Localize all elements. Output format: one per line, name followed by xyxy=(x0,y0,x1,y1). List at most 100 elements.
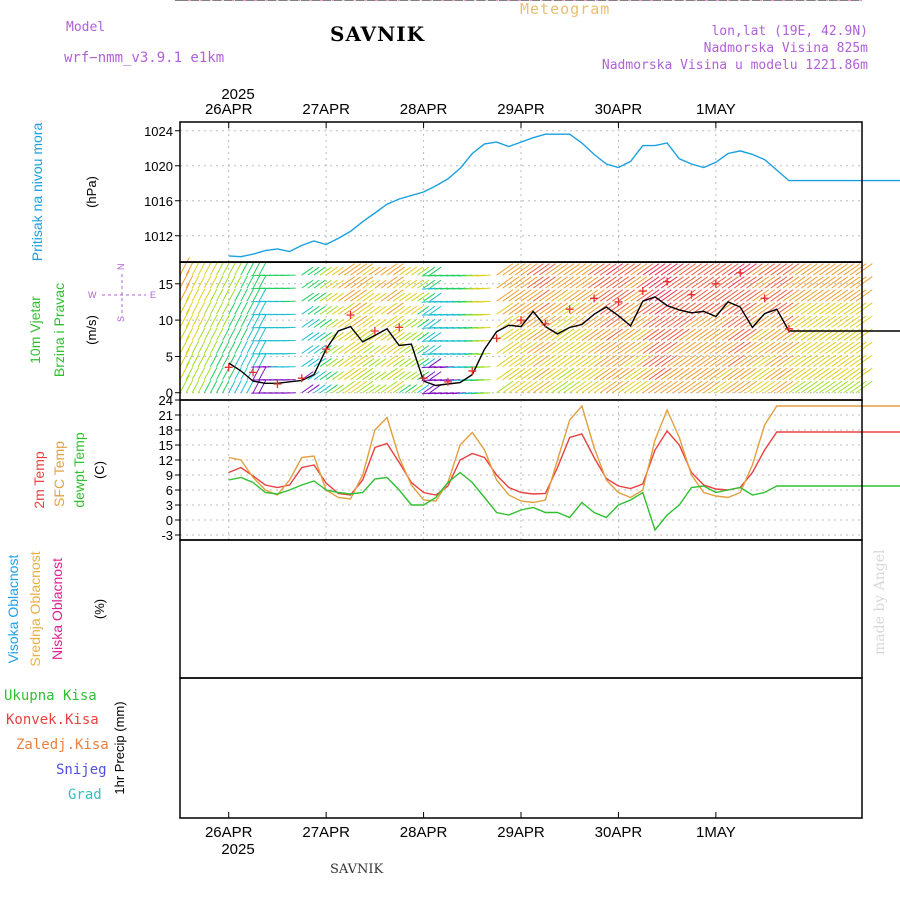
wind-vector xyxy=(514,328,532,341)
top-day-label: 1MAY xyxy=(696,101,736,118)
wind-vector xyxy=(368,305,381,315)
wind-vector xyxy=(788,315,806,328)
wind-vector xyxy=(587,367,605,381)
wind-vector xyxy=(197,353,206,367)
wind-vector xyxy=(679,367,696,381)
wind-vector xyxy=(831,289,849,302)
wind-vector xyxy=(764,367,782,381)
wind-vector xyxy=(758,328,776,341)
wind-vector xyxy=(624,263,642,276)
wind-vector xyxy=(502,276,520,289)
wind-vector xyxy=(319,305,332,315)
wind-vector xyxy=(405,305,418,315)
wind-vector xyxy=(843,380,861,394)
wind-vector xyxy=(794,341,812,354)
wind-vector xyxy=(642,315,660,328)
wind-vector xyxy=(331,332,344,341)
wind-vector xyxy=(782,302,800,315)
wind-vector xyxy=(739,380,757,394)
wind-vector xyxy=(697,263,715,276)
wind-vector xyxy=(569,289,587,302)
wind-vector xyxy=(806,302,824,315)
wind-vector xyxy=(727,341,745,354)
wind-vector xyxy=(240,340,248,354)
wind-vector xyxy=(806,276,824,289)
wind-vector xyxy=(612,367,630,381)
wind-vector xyxy=(666,328,684,341)
wind-vector xyxy=(216,314,224,328)
wind-vector xyxy=(843,263,861,276)
wind-vector xyxy=(636,302,654,315)
wind-vector xyxy=(411,305,424,315)
wind-vector xyxy=(764,354,782,367)
wind-vector xyxy=(246,314,254,328)
wind-vector xyxy=(374,332,387,341)
temperature-ytick-label: 3 xyxy=(166,498,173,513)
wind-vector xyxy=(392,345,405,354)
wind-vector xyxy=(752,263,770,276)
wind-vector xyxy=(551,367,569,381)
wind-vector xyxy=(398,279,411,289)
wind-vector xyxy=(398,371,411,381)
wind-vector xyxy=(368,292,381,302)
wind-vector xyxy=(782,354,800,367)
wind-vector xyxy=(612,380,630,394)
wind-vector xyxy=(514,380,532,394)
wind-vector xyxy=(709,289,727,302)
wind-vector xyxy=(752,341,770,354)
wind-vector xyxy=(417,358,430,367)
wind-vector xyxy=(380,302,398,315)
wind-vector xyxy=(569,380,587,394)
wind-vector xyxy=(733,341,751,354)
wind-vector xyxy=(819,367,837,381)
wind-vector xyxy=(831,341,849,354)
wind-vector xyxy=(660,276,678,289)
wind-vector xyxy=(392,371,405,381)
wind-vector xyxy=(563,380,581,394)
wind-vector xyxy=(605,276,623,289)
wind-vector xyxy=(557,263,575,276)
wind-vector xyxy=(197,327,206,341)
wind-vector xyxy=(423,305,436,315)
wind-vector xyxy=(758,354,776,367)
wind-vector xyxy=(386,341,404,354)
wind-vector xyxy=(691,315,709,328)
wind-vector xyxy=(703,367,721,381)
wind-vector xyxy=(806,354,824,367)
temperature-ytick-label: 12 xyxy=(159,453,173,468)
wind-vector xyxy=(575,289,593,302)
wind-vector xyxy=(228,262,236,276)
wind-vector xyxy=(222,262,230,276)
wind-vector xyxy=(575,380,593,394)
wind-vector xyxy=(197,262,206,276)
wind-vector xyxy=(642,302,660,315)
wind-vector xyxy=(338,289,355,302)
wind-vector xyxy=(228,314,236,328)
wind-vector xyxy=(654,302,672,315)
wind-vector xyxy=(313,371,326,381)
wind-vector xyxy=(325,384,338,394)
wind-vector xyxy=(764,289,782,302)
wind-vector xyxy=(368,358,381,367)
wind-vector xyxy=(405,358,418,367)
wind-vector xyxy=(331,279,344,289)
wind-vector xyxy=(532,276,550,289)
wind-vector xyxy=(356,289,374,302)
wind-vector xyxy=(685,276,703,289)
wind-vector xyxy=(618,341,636,354)
wind-gust-marker xyxy=(249,368,258,377)
wind-vector xyxy=(398,318,411,328)
wind-vector xyxy=(660,380,678,394)
pressure-unit-label: (hPa) xyxy=(84,176,99,208)
wind-ytick-label: 5 xyxy=(166,349,173,364)
wind-vector xyxy=(837,276,855,289)
wind-vector xyxy=(691,380,709,394)
wind-vector xyxy=(429,358,442,367)
wind-vector xyxy=(514,263,532,276)
wind-vector xyxy=(612,354,630,367)
compass-north: N xyxy=(116,264,126,271)
wind-vector xyxy=(313,332,326,341)
wind-vector xyxy=(691,328,709,341)
wind-vector xyxy=(545,276,563,289)
wind-vector xyxy=(222,275,230,289)
